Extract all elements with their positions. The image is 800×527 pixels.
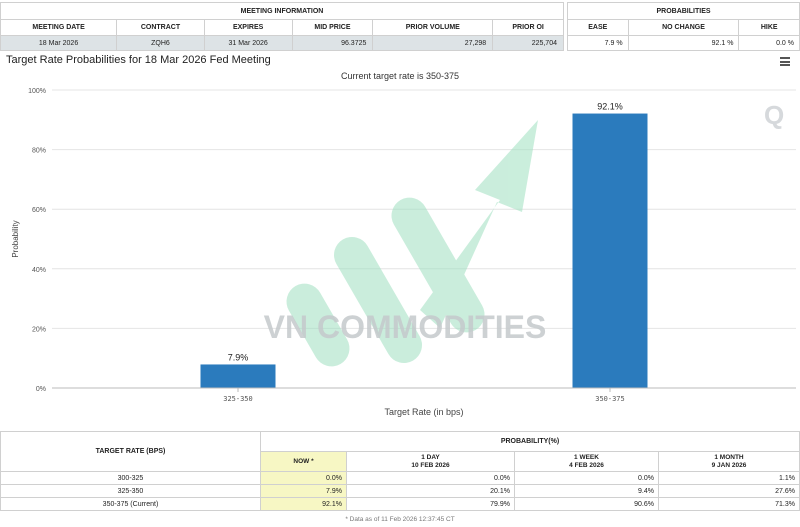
y-tick-label: 0% — [36, 386, 46, 393]
data-label: 92.1% — [597, 102, 623, 112]
meeting-info-title: MEETING INFORMATION — [0, 2, 564, 20]
y-tick-label: 40% — [32, 267, 46, 274]
y-tick-label: 20% — [32, 326, 46, 333]
contract-value: ZQH6 — [116, 35, 205, 51]
now-value: 7.9% — [260, 484, 347, 498]
one-month-column-header: 1 MONTH 9 JAN 2026 — [658, 451, 800, 472]
axes: 0% 20% 40% 60% 80% 100% 325-350 350-375 Target R… — [11, 88, 796, 417]
table-row: 300-325 0.0% 0.0% 0.0% 1.1% — [0, 471, 800, 485]
rate-label: 300-325 — [0, 471, 261, 485]
rate-probability-table: TARGET RATE (BPS) PROBABILITY(%) NOW * 1… — [0, 431, 800, 511]
x-tick-label: 350-375 — [595, 395, 625, 403]
one-day-value: 20.1% — [346, 484, 515, 498]
probabilities-table: PROBABILITIES EASE NO CHANGE HIKE 7.9 % … — [567, 2, 800, 51]
meeting-date-header: MEETING DATE — [0, 19, 118, 36]
one-month-value: 1.1% — [658, 471, 800, 485]
one-week-value: 9.4% — [514, 484, 659, 498]
probability-header: PROBABILITY(%) — [260, 431, 800, 452]
prior-volume-header: PRIOR VOLUME — [372, 19, 494, 36]
y-tick-label: 100% — [28, 88, 46, 95]
one-day-value: 0.0% — [346, 471, 515, 485]
hike-value: 0.0 % — [738, 35, 800, 51]
data-label: 7.9% — [228, 352, 249, 362]
ease-value: 7.9 % — [567, 35, 629, 51]
bar-chart: VN COMMODITIES 7.9% 92.1% 0% 20% 40% 60% 80% 1… — [11, 88, 796, 417]
prior-oi-value: 225,704 — [492, 35, 564, 51]
one-week-value: 0.0% — [514, 471, 659, 485]
bar — [200, 364, 276, 388]
chart-subtitle: Current target rate is 350-375 — [340, 71, 460, 81]
target-rate-header: TARGET RATE (BPS) — [0, 431, 261, 472]
one-week-value: 90.6% — [514, 497, 659, 511]
one-month-value: 27.6% — [658, 484, 800, 498]
data-footnote: * Data as of 11 Feb 2026 12:37:45 CT — [345, 516, 455, 523]
watermark-logo: VN COMMODITIES — [264, 120, 547, 367]
chart-title: Target Rate Probabilities for 18 Mar 202… — [6, 54, 271, 66]
y-tick-label: 80% — [32, 148, 46, 155]
no-change-header: NO CHANGE — [627, 19, 740, 36]
mid-price-header: MID PRICE — [291, 19, 374, 36]
no-change-value: 92.1 % — [627, 35, 740, 51]
rate-label: 325-350 — [0, 484, 261, 498]
one-month-value: 71.3% — [658, 497, 800, 511]
hamburger-menu-icon[interactable] — [780, 57, 790, 66]
brand-q-logo: Q — [764, 100, 785, 130]
probabilities-title: PROBABILITIES — [567, 2, 800, 20]
hike-header: HIKE — [738, 19, 800, 36]
watermark-text: VN COMMODITIES — [264, 309, 547, 345]
now-value: 0.0% — [260, 471, 347, 485]
table-row: 325-350 7.9% 20.1% 9.4% 27.6% — [0, 484, 800, 498]
meeting-info-table: MEETING INFORMATION MEETING DATE CONTRAC… — [0, 2, 564, 51]
prior-volume-value: 27,298 — [372, 35, 494, 51]
ease-header: EASE — [567, 19, 629, 36]
meeting-date-value: 18 Mar 2026 — [0, 35, 118, 51]
one-day-column-header: 1 DAY 10 FEB 2026 — [346, 451, 515, 472]
rate-label: 350-375 (Current) — [0, 497, 261, 511]
y-tick-label: 60% — [32, 207, 46, 214]
one-day-value: 79.9% — [346, 497, 515, 511]
now-column-header: NOW * — [260, 451, 347, 472]
mid-price-value: 96.3725 — [291, 35, 374, 51]
x-tick-label: 325-350 — [223, 395, 253, 403]
bars: 7.9% 92.1% — [200, 102, 648, 389]
now-value: 92.1% — [260, 497, 347, 511]
bar — [572, 113, 648, 389]
expires-value: 31 Mar 2026 — [203, 35, 293, 51]
table-row: 350-375 (Current) 92.1% 79.9% 90.6% 71.3… — [0, 497, 800, 511]
y-axis-title: Probability — [11, 220, 20, 257]
x-axis-title: Target Rate (in bps) — [384, 407, 463, 417]
one-week-column-header: 1 WEEK 4 FEB 2026 — [514, 451, 659, 472]
contract-header: CONTRACT — [116, 19, 205, 36]
expires-header: EXPIRES — [203, 19, 293, 36]
prior-oi-header: PRIOR OI — [492, 19, 564, 36]
